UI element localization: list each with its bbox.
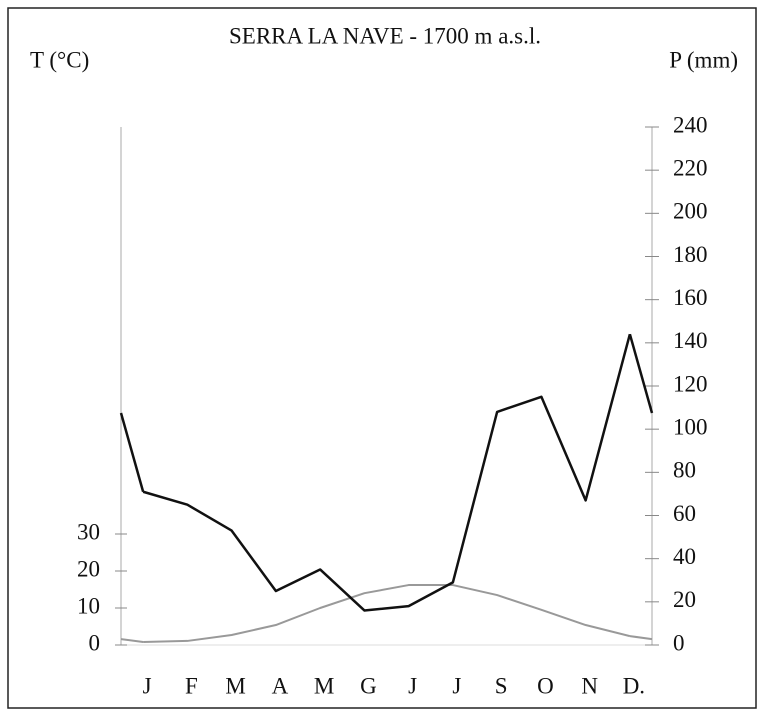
x-tick-label: O <box>537 673 554 698</box>
wrap-segment <box>628 333 654 414</box>
x-tick-label: J <box>408 673 417 698</box>
y2-tick-label: 140 <box>673 328 708 353</box>
y-tick-label: 10 <box>77 593 100 618</box>
wrap-segment <box>119 412 145 493</box>
y2-tick-label: 20 <box>673 587 696 612</box>
x-tick-label: N <box>581 673 598 698</box>
x-tick-label: M <box>225 673 245 698</box>
y2-tick-label: 220 <box>673 155 708 180</box>
series-line <box>142 333 632 612</box>
y2-tick-label: 120 <box>673 371 708 396</box>
x-tick-label: J <box>452 673 461 698</box>
y2-tick-label: 180 <box>673 242 708 267</box>
y2-tick-label: 160 <box>673 285 708 310</box>
y-tick-label: 0 <box>89 630 101 655</box>
y-tick-label: 30 <box>77 519 100 544</box>
x-tick-label: A <box>272 673 289 698</box>
series-line <box>143 584 631 644</box>
y2-axis-label: P (mm) <box>669 47 738 72</box>
x-tick-label: G <box>360 673 377 698</box>
x-tick-label: J <box>143 673 152 698</box>
wrap-segment <box>629 635 653 641</box>
y2-tick-label: 0 <box>673 630 685 655</box>
y2-tick-label: 60 <box>673 501 696 526</box>
y2-tick-label: 80 <box>673 458 696 483</box>
wrap-segment <box>120 638 144 644</box>
y2-tick-label: 240 <box>673 112 708 137</box>
x-tick-label: S <box>495 673 508 698</box>
y2-tick-label: 100 <box>673 414 708 439</box>
x-tick-label: M <box>314 673 334 698</box>
x-tick-label: D. <box>623 673 645 698</box>
frame <box>7 7 757 709</box>
y-axis-label: T (°C) <box>30 47 89 72</box>
y2-tick-label: 200 <box>673 199 708 224</box>
y2-tick-label: 40 <box>673 544 696 569</box>
chart-title: SERRA LA NAVE - 1700 m a.s.l. <box>229 23 541 48</box>
x-tick-label: F <box>185 673 198 698</box>
y-tick-label: 20 <box>77 556 100 581</box>
